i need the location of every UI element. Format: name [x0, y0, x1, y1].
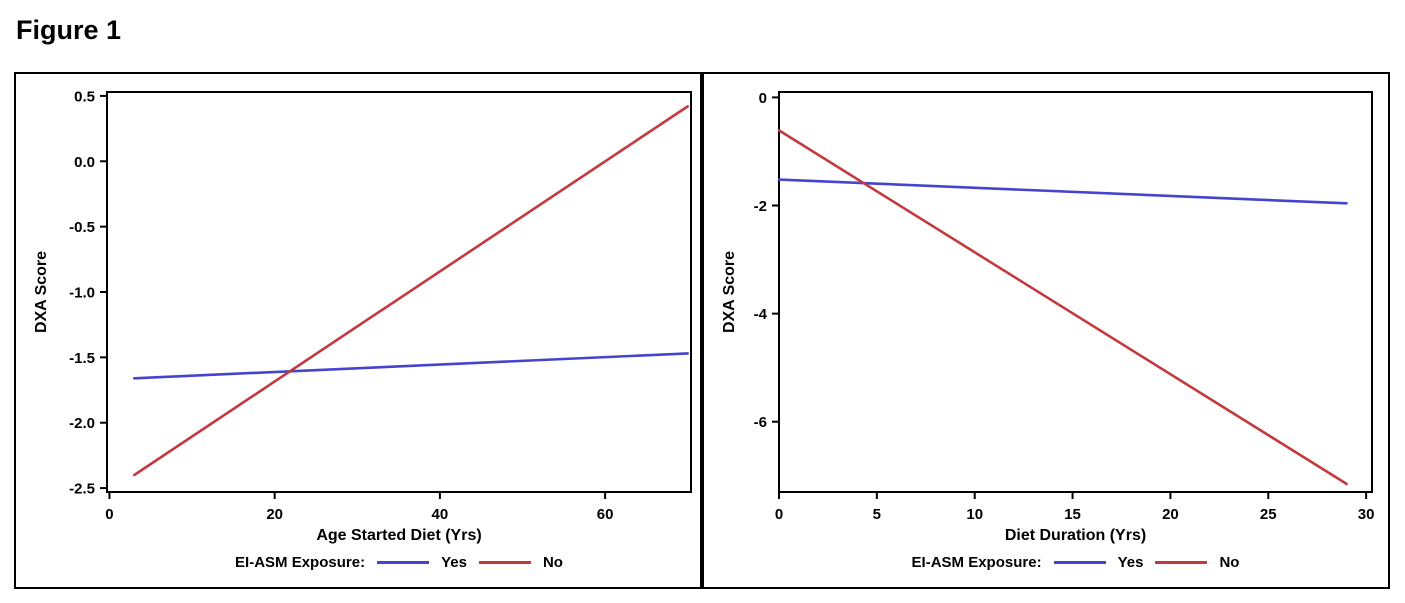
- legend-item-yes: Yes: [441, 553, 467, 571]
- series-line-yes: [132, 352, 689, 380]
- x-tick-label: 0: [105, 506, 113, 523]
- series-line-no: [777, 129, 1348, 486]
- legend-line-no: [1155, 560, 1208, 564]
- x-tick-label: 15: [1064, 506, 1081, 523]
- y-tick-label: 0.5: [74, 88, 95, 105]
- y-tick-label: -2: [754, 198, 767, 215]
- y-tick-label: 0: [759, 90, 767, 107]
- y-tick-label: -1.0: [69, 285, 95, 302]
- legend-item-yes: Yes: [1117, 553, 1144, 571]
- y-tick-label: -0.5: [69, 219, 95, 236]
- legend: EI-ASM Exposure: Yes No: [779, 551, 1372, 573]
- chart-diet-duration: 0 -2 -4 -6 0 5 10 15 20 25 30 Diet Duration (Yrs) DX…: [721, 90, 1375, 544]
- legend: EI-ASM Exposure: Yes No: [107, 551, 691, 573]
- x-tick-label: 20: [1162, 506, 1179, 523]
- x-axis-label: Diet Duration (Yrs): [1005, 527, 1146, 544]
- y-tick-label: -2.0: [69, 415, 95, 432]
- x-axis-label: Age Started Diet (Yrs): [316, 527, 481, 544]
- plot-frame: [106, 91, 692, 493]
- panels: 0.5 0.0 -0.5 -1.0 -1.5 -2.0 -2.5 0 20 40 60 Age Sta…: [14, 72, 1391, 589]
- x-tick-label: 20: [266, 506, 283, 523]
- x-tick-label: 10: [966, 506, 983, 523]
- chart-age-started-diet: 0.5 0.0 -0.5 -1.0 -1.5 -2.0 -2.5 0 20 40 60 Age Sta…: [33, 88, 692, 544]
- legend-item-no: No: [1219, 553, 1240, 571]
- y-tick-label: -4: [754, 306, 768, 323]
- legend-line-yes: [1053, 560, 1106, 564]
- y-axis-label: DXA Score: [721, 251, 738, 333]
- y-tick-label: -6: [754, 414, 767, 431]
- series-line-yes: [777, 178, 1348, 205]
- legend-line-no: [478, 560, 531, 564]
- x-tick-label: 0: [775, 506, 783, 523]
- legend-title: EI-ASM Exposure:: [911, 553, 1042, 571]
- y-axis-label: DXA Score: [33, 251, 50, 333]
- series-line-no: [132, 105, 689, 477]
- plot-frame: [778, 91, 1373, 493]
- figure-page: Figure 1 0.5 0.0 -0.5 -1.0 -1.5 -2.0 -2.5 0 20 40…: [0, 12, 1405, 589]
- x-tick-label: 30: [1358, 506, 1375, 523]
- y-tick-label: -2.5: [69, 481, 95, 498]
- x-tick-label: 25: [1260, 506, 1277, 523]
- x-tick-label: 60: [597, 506, 614, 523]
- y-tick-label: 0.0: [74, 154, 95, 171]
- legend-item-no: No: [542, 553, 563, 571]
- chart-panel-diet-duration: 0 -2 -4 -6 0 5 10 15 20 25 30 Diet Duration (Yrs) DX…: [702, 72, 1390, 589]
- y-tick-label: -1.5: [69, 350, 95, 367]
- x-tick-label: 5: [873, 506, 881, 523]
- legend-line-yes: [377, 560, 430, 564]
- legend-title: EI-ASM Exposure:: [235, 553, 366, 571]
- figure-title: Figure 1: [16, 15, 122, 45]
- x-tick-label: 40: [432, 506, 449, 523]
- chart-panel-age-started-diet: 0.5 0.0 -0.5 -1.0 -1.5 -2.0 -2.5 0 20 40 60 Age Sta…: [14, 72, 702, 589]
